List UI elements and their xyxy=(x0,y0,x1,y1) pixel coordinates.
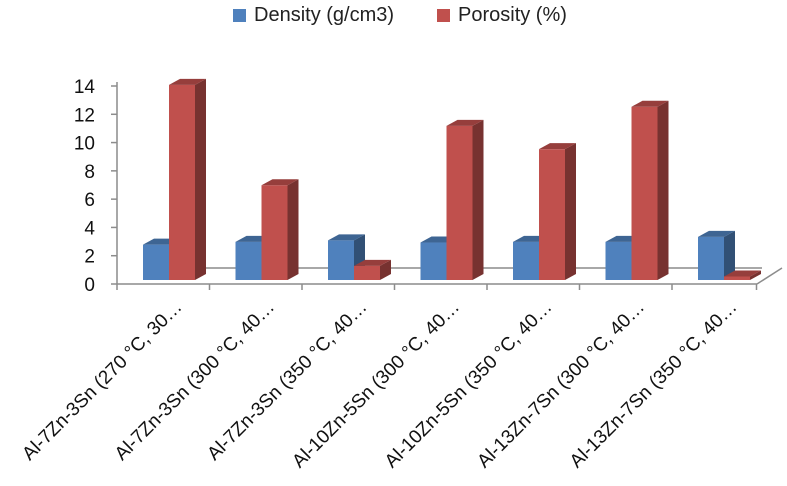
legend: Density (g/cm3) Porosity (%) xyxy=(0,2,787,28)
y-tick-label: 8 xyxy=(84,162,95,183)
x-tick-label: Al-13Zn-7Sn (300 °C, 40… xyxy=(473,297,649,473)
porosity-bar xyxy=(539,143,576,280)
porosity-bar xyxy=(631,100,669,280)
bar-front xyxy=(261,185,288,280)
porosity-bar xyxy=(446,119,484,280)
bar-front xyxy=(446,125,473,280)
bar-top xyxy=(724,270,761,277)
bar-front xyxy=(605,241,632,280)
x-tick-label: Al-7Zn-3Sn (300 °C, 40… xyxy=(111,297,279,465)
bar-front xyxy=(143,244,169,280)
bar-front xyxy=(513,241,539,280)
bar-top xyxy=(631,100,669,107)
bar-top xyxy=(698,230,735,237)
legend-swatch-porosity xyxy=(437,8,450,22)
porosity-bar xyxy=(261,179,299,280)
bar-front xyxy=(420,242,447,280)
bar-side xyxy=(195,78,206,280)
bar-side xyxy=(724,230,735,280)
bar-side xyxy=(750,270,761,280)
y-tick-label: 6 xyxy=(84,190,95,211)
x-tick-label: Al-7Zn-3Sn (270 °C, 30… xyxy=(18,297,186,465)
legend-label-density: Density (g/cm3) xyxy=(254,3,395,26)
x-tick-label: Al-10Zn-5Sn (350 °C, 40… xyxy=(381,297,557,473)
bar-top xyxy=(354,259,391,266)
y-tick-label: 14 xyxy=(74,77,96,98)
legend-label-porosity: Porosity (%) xyxy=(458,3,567,26)
x-tick-label: Al-13Zn-7Sn (350 °C, 40… xyxy=(566,297,742,473)
porosity-bar xyxy=(724,270,761,280)
y-tick-label: 4 xyxy=(84,218,95,239)
bar-side xyxy=(657,100,669,280)
x-tick-label: Al-7Zn-3Sn (350 °C, 40… xyxy=(203,297,371,465)
y-tick-label: 10 xyxy=(74,134,95,155)
bar-front xyxy=(235,241,262,280)
legend-item-porosity: Porosity (%) xyxy=(437,2,567,28)
porosity-bar xyxy=(354,259,391,280)
floor-right-edge xyxy=(756,267,783,285)
bar-side xyxy=(380,259,391,280)
legend-swatch-density xyxy=(233,8,246,22)
bar-side xyxy=(472,119,484,280)
bar-front xyxy=(539,149,565,280)
bar-top xyxy=(169,78,206,85)
y-tick-label: 2 xyxy=(84,247,95,268)
bar-top xyxy=(446,119,484,126)
bar-top xyxy=(328,234,365,241)
density-bar xyxy=(698,230,735,280)
bar-front xyxy=(724,276,750,280)
bar-front xyxy=(328,240,354,280)
bar-side xyxy=(565,143,576,280)
y-tick-label: 0 xyxy=(84,275,95,296)
bar-front xyxy=(631,106,658,280)
bar-side xyxy=(287,179,299,280)
bar-front xyxy=(169,84,195,280)
bar-top xyxy=(539,143,576,150)
porosity-bar xyxy=(169,78,206,280)
bar-front xyxy=(698,236,724,280)
x-tick-label: Al-10Zn-5Sn (300 °C, 40… xyxy=(288,297,464,473)
bar-front xyxy=(354,265,380,280)
bar-top xyxy=(261,179,299,186)
y-tick-label: 12 xyxy=(74,105,95,126)
legend-item-density: Density (g/cm3) xyxy=(233,2,394,28)
